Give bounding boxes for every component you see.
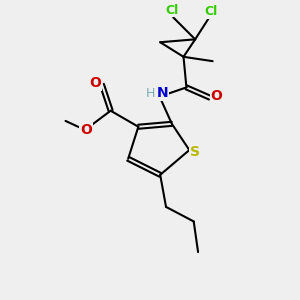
Text: Cl: Cl xyxy=(165,4,178,17)
Text: O: O xyxy=(90,76,101,90)
Text: O: O xyxy=(80,123,92,137)
Text: O: O xyxy=(210,89,222,103)
Text: Cl: Cl xyxy=(205,5,218,18)
Text: N: N xyxy=(156,86,168,100)
Text: S: S xyxy=(190,145,200,158)
Text: H: H xyxy=(146,87,155,100)
